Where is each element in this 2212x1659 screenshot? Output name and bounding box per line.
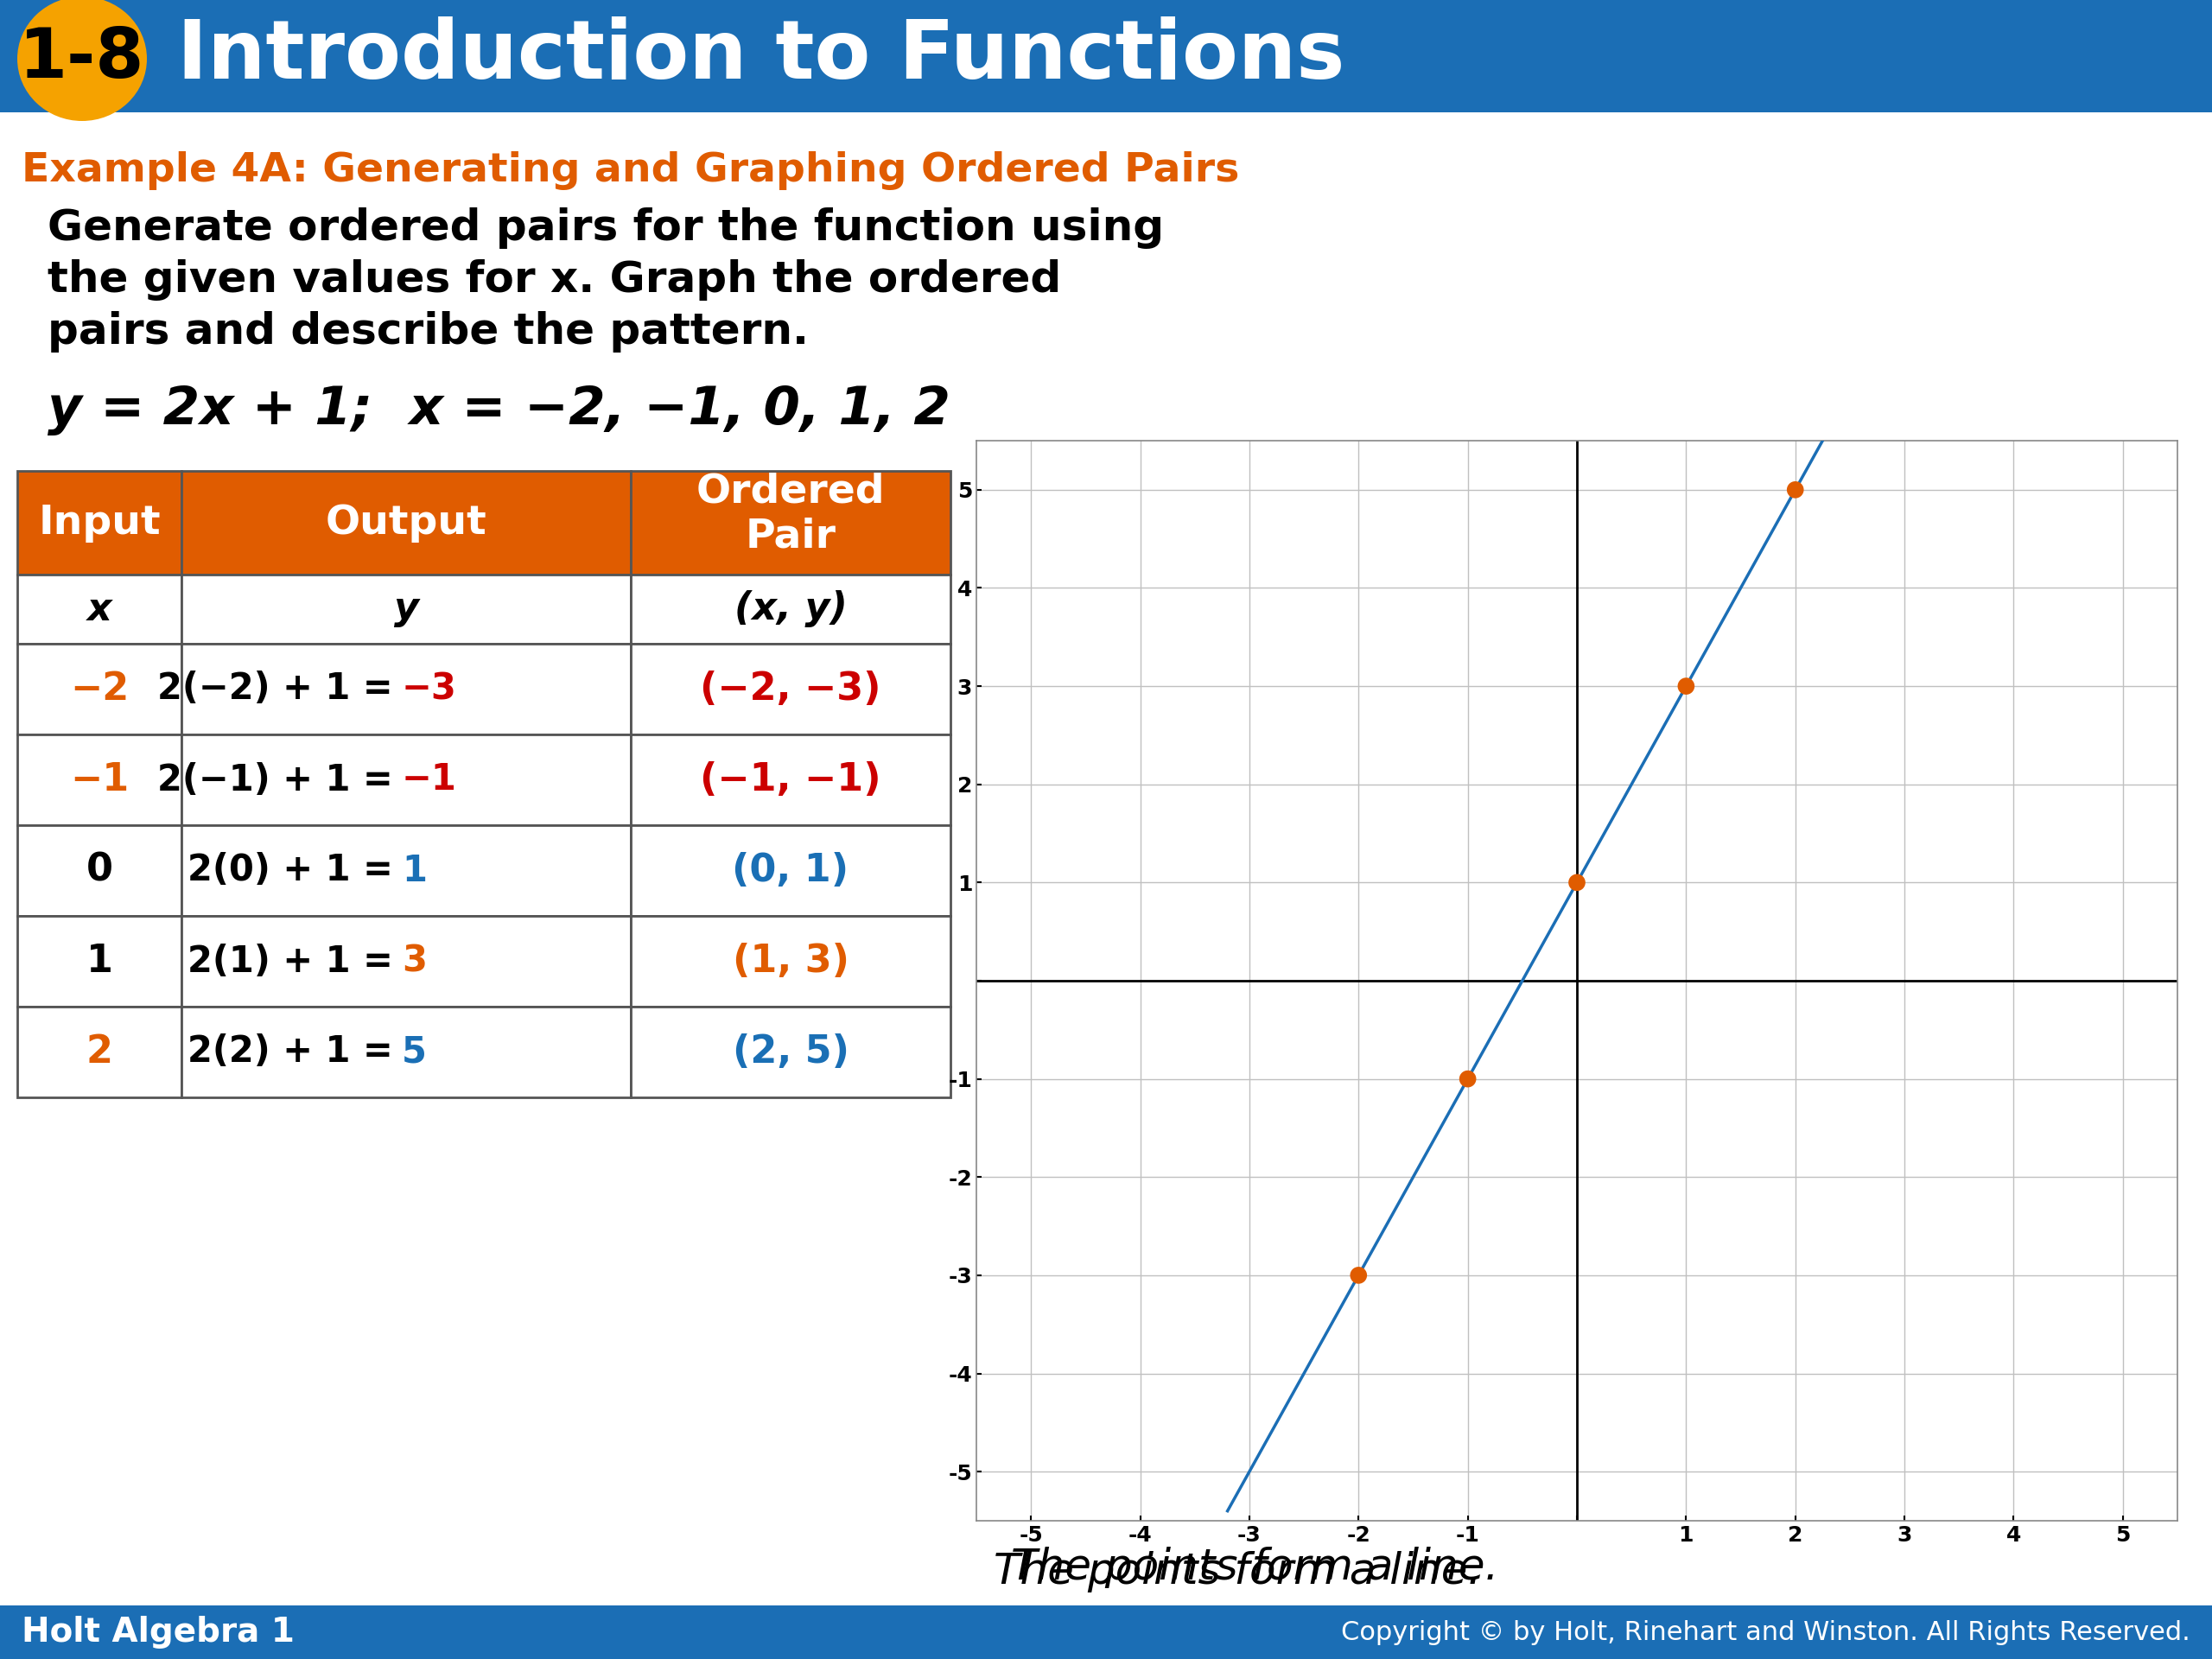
Point bbox=[1340, 1262, 1376, 1289]
Text: Input: Input bbox=[38, 503, 161, 542]
Text: Ordered
Pair: Ordered Pair bbox=[697, 473, 885, 556]
Bar bbox=[630, 574, 951, 644]
Text: x: x bbox=[86, 591, 113, 627]
Point bbox=[1451, 1065, 1486, 1092]
Text: (0, 1): (0, 1) bbox=[732, 853, 849, 889]
Text: (1, 3): (1, 3) bbox=[732, 942, 849, 980]
Text: (2, 5): (2, 5) bbox=[732, 1034, 849, 1070]
Bar bbox=[630, 644, 951, 735]
Text: Introduction to Functions: Introduction to Functions bbox=[177, 17, 1345, 96]
Text: y: y bbox=[394, 591, 418, 627]
Text: Output: Output bbox=[325, 503, 487, 542]
Text: 2: 2 bbox=[86, 1034, 113, 1070]
Text: −3: −3 bbox=[403, 670, 458, 707]
Text: 1: 1 bbox=[86, 942, 113, 980]
Bar bbox=[181, 471, 630, 574]
Bar bbox=[630, 825, 951, 916]
Text: Generate ordered pairs for the function using: Generate ordered pairs for the function … bbox=[46, 207, 1164, 249]
Text: 2(2) + 1 =: 2(2) + 1 = bbox=[188, 1034, 394, 1070]
Bar bbox=[18, 825, 181, 916]
Bar bbox=[630, 1007, 951, 1097]
Text: −2: −2 bbox=[71, 670, 128, 708]
Text: 5: 5 bbox=[403, 1034, 427, 1070]
Bar bbox=[0, 1606, 2212, 1659]
Bar bbox=[630, 916, 951, 1007]
Bar bbox=[181, 825, 630, 916]
Bar bbox=[18, 735, 181, 825]
Text: −1: −1 bbox=[71, 761, 128, 798]
Text: Holt Algebra 1: Holt Algebra 1 bbox=[22, 1616, 294, 1649]
Text: 3: 3 bbox=[403, 942, 427, 979]
Bar bbox=[18, 644, 181, 735]
Bar bbox=[18, 916, 181, 1007]
Text: 2(1) + 1 =: 2(1) + 1 = bbox=[188, 942, 394, 979]
Bar bbox=[630, 471, 951, 574]
Bar bbox=[181, 644, 630, 735]
Text: 2(−2) + 1 =: 2(−2) + 1 = bbox=[157, 670, 394, 707]
Text: the given values for ​x​. Graph the ordered: the given values for ​x​. Graph the orde… bbox=[46, 259, 1062, 300]
Bar bbox=[630, 735, 951, 825]
Bar bbox=[18, 471, 181, 574]
Text: (−2, −3): (−2, −3) bbox=[701, 670, 880, 708]
Text: pairs and describe the pattern.: pairs and describe the pattern. bbox=[46, 312, 810, 353]
Text: Copyright © by Holt, Rinehart and Winston. All Rights Reserved.: Copyright © by Holt, Rinehart and Winsto… bbox=[1340, 1619, 2190, 1644]
Text: (x, y): (x, y) bbox=[734, 591, 847, 627]
Bar bbox=[18, 574, 181, 644]
Ellipse shape bbox=[18, 0, 146, 121]
Text: 0: 0 bbox=[86, 853, 113, 889]
Bar bbox=[181, 1007, 630, 1097]
Text: 2(0) + 1 =: 2(0) + 1 = bbox=[188, 853, 394, 889]
Text: 2(−1) + 1 =: 2(−1) + 1 = bbox=[157, 761, 394, 798]
Point bbox=[1668, 674, 1703, 700]
Bar bbox=[181, 574, 630, 644]
Text: y = 2x + 1;  x = −2, −1, 0, 1, 2: y = 2x + 1; x = −2, −1, 0, 1, 2 bbox=[46, 385, 951, 435]
Text: The points form a line.: The points form a line. bbox=[993, 1551, 1482, 1593]
Bar bbox=[0, 0, 2212, 113]
Text: Example 4A: Generating and Graphing Ordered Pairs: Example 4A: Generating and Graphing Orde… bbox=[22, 151, 1239, 191]
Text: 1: 1 bbox=[403, 853, 427, 889]
Point bbox=[1778, 476, 1814, 503]
Text: 1-8: 1-8 bbox=[20, 25, 146, 93]
Point bbox=[1559, 869, 1595, 896]
Text: (−1, −1): (−1, −1) bbox=[699, 761, 880, 798]
Bar bbox=[18, 1007, 181, 1097]
Text: −1: −1 bbox=[403, 761, 458, 798]
Text: The points form a line.: The points form a line. bbox=[1011, 1546, 1498, 1588]
Bar bbox=[181, 735, 630, 825]
Bar bbox=[181, 916, 630, 1007]
